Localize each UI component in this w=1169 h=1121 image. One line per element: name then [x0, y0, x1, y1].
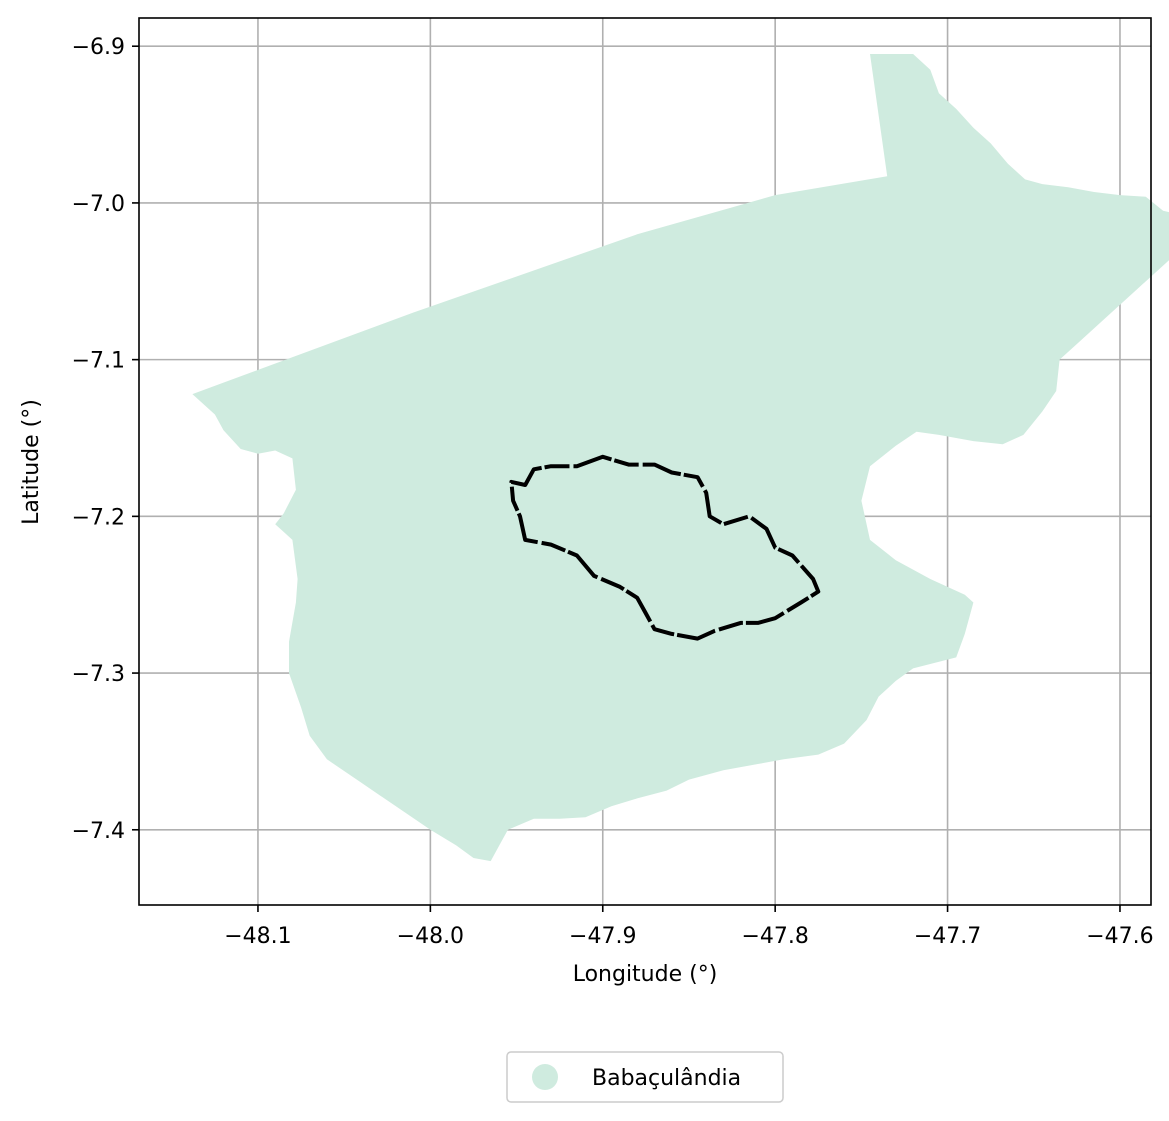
- y-axis-ticks: −6.9 −7.0 −7.1 −7.2 −7.3 −7.4: [72, 35, 139, 844]
- y-tick-label: −7.2: [72, 505, 125, 530]
- x-tick-label: −48.1: [224, 924, 291, 949]
- x-axis-label: Longitude (°): [573, 962, 718, 987]
- y-tick-label: −7.3: [72, 662, 125, 687]
- inner-outline-boundary: [509, 454, 821, 641]
- region-polygon-babaculandia: [192, 54, 1169, 862]
- legend-swatch: [532, 1064, 558, 1090]
- y-tick-label: −6.9: [72, 35, 125, 60]
- x-tick-label: −47.8: [741, 924, 808, 949]
- x-axis-ticks: −48.1 −48.0 −47.9 −47.8 −47.7 −47.6: [224, 905, 1154, 949]
- legend: Babaçulândia: [506, 1051, 784, 1103]
- x-tick-label: −47.7: [914, 924, 981, 949]
- x-tick-label: −47.9: [569, 924, 636, 949]
- y-tick-label: −7.0: [72, 192, 125, 217]
- x-tick-label: −48.0: [397, 924, 464, 949]
- y-axis-label: Latitude (°): [19, 399, 44, 525]
- legend-box: [506, 1051, 784, 1103]
- y-tick-label: −7.1: [72, 349, 125, 374]
- x-tick-label: −47.6: [1086, 924, 1153, 949]
- legend-label: Babaçulândia: [592, 1066, 741, 1091]
- y-tick-label: −7.4: [72, 819, 125, 844]
- plot-frame: [138, 17, 1152, 906]
